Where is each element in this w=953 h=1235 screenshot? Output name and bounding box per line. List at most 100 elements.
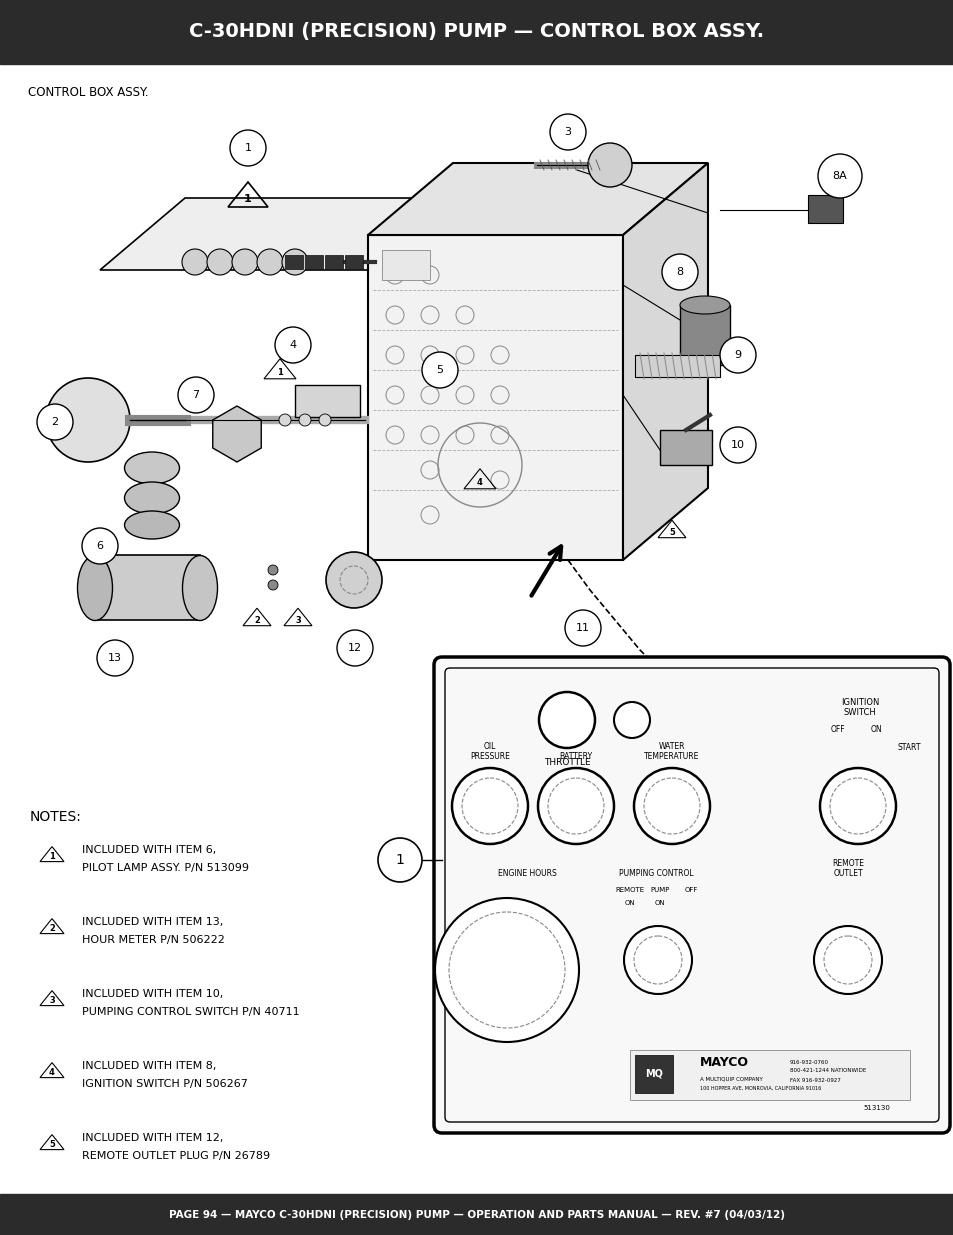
Text: 800-421-1244 NATIONWIDE: 800-421-1244 NATIONWIDE xyxy=(789,1068,865,1073)
Circle shape xyxy=(230,130,266,165)
Text: ON: ON xyxy=(624,900,635,906)
Circle shape xyxy=(435,898,578,1042)
Text: 1: 1 xyxy=(49,852,55,861)
Circle shape xyxy=(207,249,233,275)
Bar xyxy=(807,195,842,224)
Circle shape xyxy=(720,337,755,373)
Text: 2: 2 xyxy=(51,417,58,427)
Text: 1: 1 xyxy=(395,853,404,867)
Text: REMOTE
OUTLET: REMOTE OUTLET xyxy=(831,858,863,878)
Text: PAGE 94 — MAYCO C-30HDNI (PRECISION) PUMP — OPERATION AND PARTS MANUAL — REV. #7: PAGE 94 — MAYCO C-30HDNI (PRECISION) PUM… xyxy=(169,1209,784,1219)
Text: 6: 6 xyxy=(96,541,103,551)
Text: ON: ON xyxy=(654,900,664,906)
Text: 2: 2 xyxy=(49,924,55,934)
Text: START: START xyxy=(897,743,921,752)
Circle shape xyxy=(268,580,277,590)
Circle shape xyxy=(46,378,130,462)
Text: IGNITION
SWITCH: IGNITION SWITCH xyxy=(840,698,879,718)
Text: INCLUDED WITH ITEM 12,: INCLUDED WITH ITEM 12, xyxy=(82,1132,223,1144)
Text: 8: 8 xyxy=(676,267,683,277)
Text: MQ: MQ xyxy=(644,1070,662,1079)
Circle shape xyxy=(282,249,308,275)
Text: 4: 4 xyxy=(49,1068,55,1077)
FancyBboxPatch shape xyxy=(434,657,949,1132)
Text: THROTTLE: THROTTLE xyxy=(543,758,590,767)
Text: FAX 916-932-0927: FAX 916-932-0927 xyxy=(789,1077,840,1083)
Text: 3: 3 xyxy=(564,127,571,137)
Text: 7: 7 xyxy=(193,390,199,400)
Text: NOTES:: NOTES: xyxy=(30,810,82,824)
Circle shape xyxy=(256,249,283,275)
Bar xyxy=(305,254,323,269)
Text: INCLUDED WITH ITEM 6,: INCLUDED WITH ITEM 6, xyxy=(82,845,216,855)
Text: WATER
TEMPERATURE: WATER TEMPERATURE xyxy=(643,741,699,761)
Bar xyxy=(629,1050,909,1100)
Ellipse shape xyxy=(125,482,179,514)
Circle shape xyxy=(268,564,277,576)
Text: BATTERY: BATTERY xyxy=(558,752,592,761)
Text: 9: 9 xyxy=(734,350,740,359)
Bar xyxy=(635,354,720,377)
Circle shape xyxy=(587,143,631,186)
Text: 513130: 513130 xyxy=(862,1105,889,1112)
Text: 10: 10 xyxy=(730,440,744,450)
Bar xyxy=(381,249,430,280)
Text: 100 HOPPER AVE, MONROVIA, CALIFORNIA 91016: 100 HOPPER AVE, MONROVIA, CALIFORNIA 910… xyxy=(700,1086,821,1091)
Circle shape xyxy=(278,414,291,426)
Ellipse shape xyxy=(125,511,179,538)
Polygon shape xyxy=(100,198,484,270)
Bar xyxy=(679,305,729,366)
Circle shape xyxy=(37,404,73,440)
Circle shape xyxy=(550,114,585,149)
Ellipse shape xyxy=(679,296,729,314)
Bar xyxy=(635,1055,672,1093)
Circle shape xyxy=(538,692,595,748)
Circle shape xyxy=(452,768,527,844)
Text: OIL
PRESSURE: OIL PRESSURE xyxy=(470,741,510,761)
Circle shape xyxy=(661,254,698,290)
Text: 5: 5 xyxy=(49,1140,55,1150)
Circle shape xyxy=(564,610,600,646)
Polygon shape xyxy=(622,163,707,559)
Text: 4: 4 xyxy=(289,340,296,350)
Ellipse shape xyxy=(125,452,179,484)
Text: REMOTE OUTLET PLUG P/N 26789: REMOTE OUTLET PLUG P/N 26789 xyxy=(82,1151,270,1161)
Ellipse shape xyxy=(182,556,217,620)
Text: 12: 12 xyxy=(348,643,362,653)
Text: 1: 1 xyxy=(276,368,283,377)
Bar xyxy=(285,254,303,269)
Circle shape xyxy=(97,640,132,676)
Text: MAYCO: MAYCO xyxy=(700,1056,748,1068)
Circle shape xyxy=(182,249,208,275)
Text: REMOTE: REMOTE xyxy=(615,887,644,893)
Circle shape xyxy=(232,249,257,275)
Text: 8A: 8A xyxy=(832,170,846,182)
Text: 5: 5 xyxy=(436,366,443,375)
Bar xyxy=(95,555,200,620)
Text: 1: 1 xyxy=(244,143,252,153)
Text: 1: 1 xyxy=(244,194,252,204)
Text: 2: 2 xyxy=(253,615,259,625)
Text: OFF: OFF xyxy=(683,887,697,893)
Circle shape xyxy=(817,154,862,198)
Circle shape xyxy=(82,529,118,564)
Circle shape xyxy=(336,630,373,666)
Circle shape xyxy=(614,701,649,739)
Text: INCLUDED WITH ITEM 13,: INCLUDED WITH ITEM 13, xyxy=(82,918,223,927)
Polygon shape xyxy=(368,235,622,559)
Text: IGNITION SWITCH P/N 506267: IGNITION SWITCH P/N 506267 xyxy=(82,1079,248,1089)
Circle shape xyxy=(537,768,614,844)
Text: INCLUDED WITH ITEM 8,: INCLUDED WITH ITEM 8, xyxy=(82,1061,216,1071)
Text: HOUR METER P/N 506222: HOUR METER P/N 506222 xyxy=(82,935,225,945)
Text: OFF: OFF xyxy=(830,725,844,735)
Bar xyxy=(345,254,363,269)
Polygon shape xyxy=(368,163,707,235)
Text: 11: 11 xyxy=(576,622,589,634)
Text: 5: 5 xyxy=(668,527,674,536)
Circle shape xyxy=(298,414,311,426)
Circle shape xyxy=(377,839,421,882)
Text: ON: ON xyxy=(869,725,881,735)
Circle shape xyxy=(813,926,882,994)
Circle shape xyxy=(318,414,331,426)
Text: CONTROL BOX ASSY.: CONTROL BOX ASSY. xyxy=(28,85,149,99)
